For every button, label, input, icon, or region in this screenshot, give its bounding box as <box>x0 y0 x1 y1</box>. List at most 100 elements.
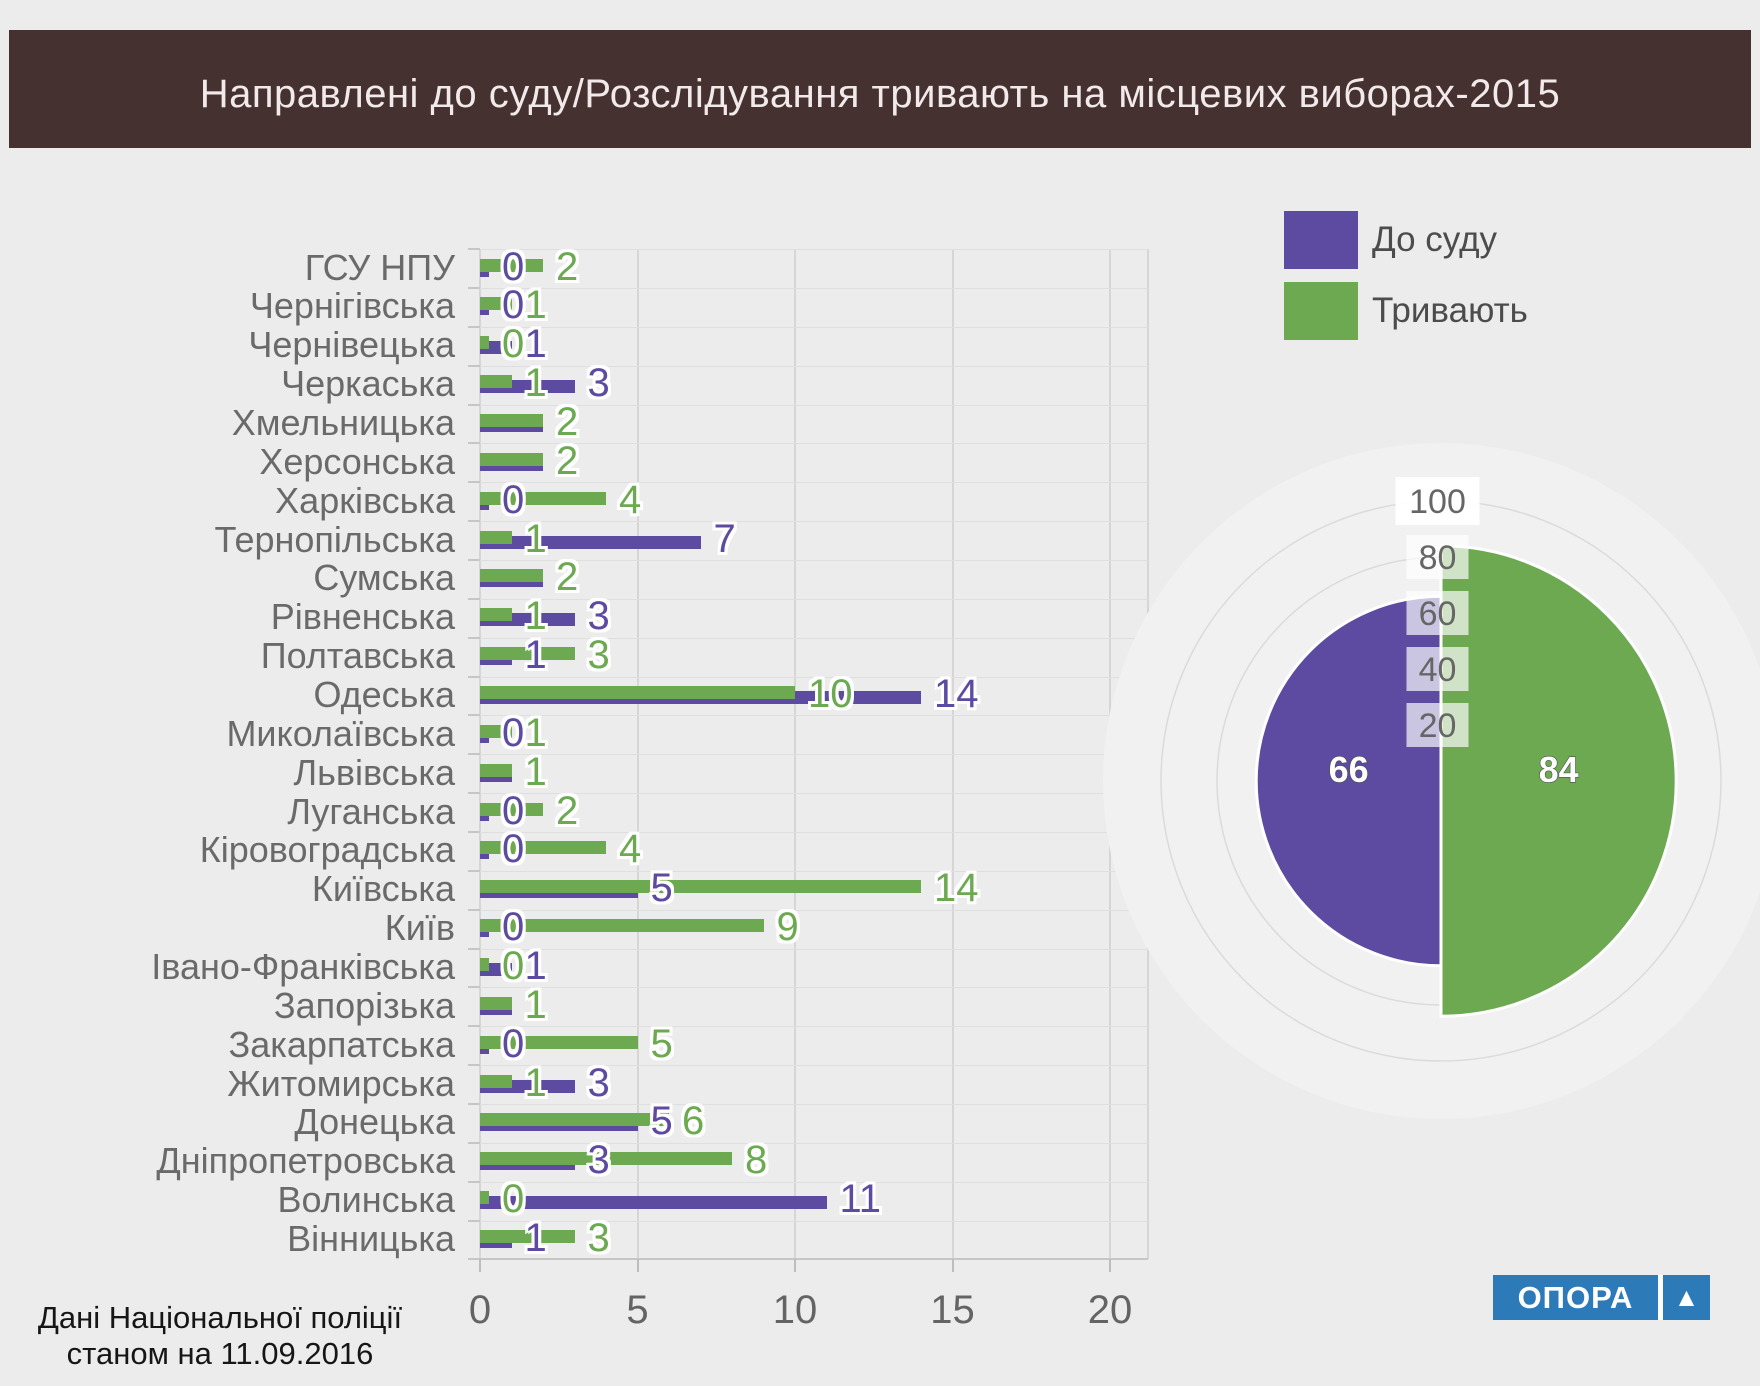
horizontal-gridline <box>480 793 1148 795</box>
y-axis-tick <box>468 558 480 561</box>
y-axis-tick <box>468 869 480 872</box>
value-label-do-sudu: 0 <box>502 788 525 833</box>
category-label: Луганська <box>287 790 455 832</box>
value-label-do-sudu: 3 <box>587 594 610 639</box>
bar-tryvayut <box>480 880 921 894</box>
horizontal-gridline <box>480 1026 1148 1028</box>
value-label-do-sudu: 0 <box>502 905 525 950</box>
category-label: Львівська <box>293 751 455 793</box>
bar-tryvayut <box>480 375 512 389</box>
y-axis-tick <box>468 1103 480 1106</box>
opora-logo-divider <box>1658 1275 1663 1320</box>
y-axis-tick <box>468 636 480 639</box>
category-label: Тернопільська <box>214 518 456 560</box>
page-title: Направлені до суду/Розслідування тривают… <box>199 71 1561 116</box>
value-label-tryvayut: 0 <box>502 1177 525 1222</box>
y-axis-tick <box>468 1025 480 1028</box>
bar-tryvayut <box>480 685 795 699</box>
source-note: Дані Національної поліції станом на 11.0… <box>0 1300 440 1372</box>
value-label-do-sudu: 2 <box>556 555 579 600</box>
pie-slice-do-sudu <box>1254 594 1443 968</box>
y-axis-tick <box>468 248 480 251</box>
radial-tick-label: 100 <box>1409 483 1466 521</box>
horizontal-gridline <box>480 715 1148 717</box>
value-label-do-sudu: 14 <box>934 671 979 716</box>
y-axis-tick <box>468 947 480 950</box>
value-label-do-sudu: 2 <box>556 438 579 483</box>
horizontal-gridline <box>480 948 1148 950</box>
bar-tryvayut <box>480 996 512 1010</box>
y-axis-tick <box>468 986 480 989</box>
horizontal-gridline <box>480 287 1148 289</box>
category-label: Рівненська <box>270 596 455 638</box>
radial-tick-label: 80 <box>1419 539 1457 577</box>
value-label-tryvayut: 5 <box>650 1021 673 1066</box>
x-axis-tick <box>794 1259 796 1273</box>
pie-slice-tryvayut <box>1439 544 1678 1018</box>
opora-logo: ОПОРА ▲ <box>1493 1275 1710 1320</box>
y-axis-tick <box>468 481 480 484</box>
x-axis-tick <box>1109 1259 1111 1273</box>
horizontal-gridline <box>480 1065 1148 1067</box>
bar-tryvayut <box>480 724 512 738</box>
horizontal-gridline <box>480 249 1148 251</box>
category-label: Черкаська <box>281 363 455 405</box>
y-axis-tick <box>468 753 480 756</box>
source-note-line1: Дані Національної поліції <box>37 1300 403 1335</box>
bar-tryvayut <box>480 1074 512 1088</box>
bar-tryvayut <box>480 1113 669 1127</box>
value-label-tryvayut: 10 <box>808 671 853 716</box>
bar-tryvayut <box>480 1191 489 1205</box>
value-label-tryvayut: 1 <box>524 594 547 639</box>
source-note-line2: станом на 11.09.2016 <box>66 1336 374 1371</box>
y-axis-tick <box>468 792 480 795</box>
value-label-do-sudu: 0 <box>502 1021 525 1066</box>
pie-value-label-do-sudu: 66 <box>1329 749 1369 790</box>
value-label-tryvayut: 2 <box>556 244 579 289</box>
x-axis-tick-label: 0 <box>468 1288 492 1332</box>
x-axis-tick-label: 20 <box>1087 1288 1133 1332</box>
bar-tryvayut <box>480 957 489 971</box>
y-axis-tick <box>468 675 480 678</box>
legend-swatch-do-sudu <box>1284 211 1358 269</box>
x-axis-tick <box>479 1259 481 1273</box>
horizontal-gridline <box>480 365 1148 367</box>
bar-tryvayut <box>480 1035 638 1049</box>
value-label-do-sudu: 1 <box>524 1216 547 1260</box>
horizontal-gridline <box>480 1104 1148 1106</box>
value-label-tryvayut: 1 <box>524 361 547 406</box>
value-label-do-sudu: 1 <box>524 633 547 678</box>
value-label-do-sudu: 0 <box>502 827 525 872</box>
value-label-tryvayut: 2 <box>556 788 579 833</box>
y-axis-tick <box>468 831 480 833</box>
category-label: Херсонська <box>259 440 455 482</box>
x-axis-tick-label: 15 <box>930 1288 975 1332</box>
category-label: Івано-Франківська <box>151 945 455 987</box>
vertical-gridline <box>951 249 954 1260</box>
y-axis-tick <box>468 1141 480 1144</box>
radial-tick-box <box>1395 477 1480 525</box>
radial-tick-box <box>1406 591 1469 635</box>
value-label-do-sudu: 5 <box>650 866 673 911</box>
value-label-do-sudu: 1 <box>524 982 547 1027</box>
y-axis-tick <box>468 1180 480 1183</box>
y-axis-tick <box>468 714 480 717</box>
category-label: Запорізька <box>273 984 455 1026</box>
horizontal-gridline <box>480 909 1148 911</box>
value-label-tryvayut: 3 <box>587 633 610 678</box>
legend-label-tryvayut: Тривають <box>1372 291 1528 330</box>
category-label: Кіровоградська <box>199 829 455 871</box>
category-label: Житомирська <box>227 1062 455 1104</box>
category-label: Донецька <box>294 1101 455 1143</box>
horizontal-gridline <box>480 1181 1148 1183</box>
value-label-tryvayut: 4 <box>619 827 642 872</box>
bar-tryvayut <box>480 841 606 855</box>
category-label: Чернігівська <box>249 285 455 327</box>
horizontal-gridline <box>480 832 1148 833</box>
value-label-tryvayut: 4 <box>619 477 642 522</box>
radial-tick-box <box>1406 647 1469 691</box>
category-label: Закарпатська <box>228 1023 455 1065</box>
value-label-tryvayut: 8 <box>745 1138 768 1183</box>
bar-tryvayut <box>480 1230 575 1243</box>
